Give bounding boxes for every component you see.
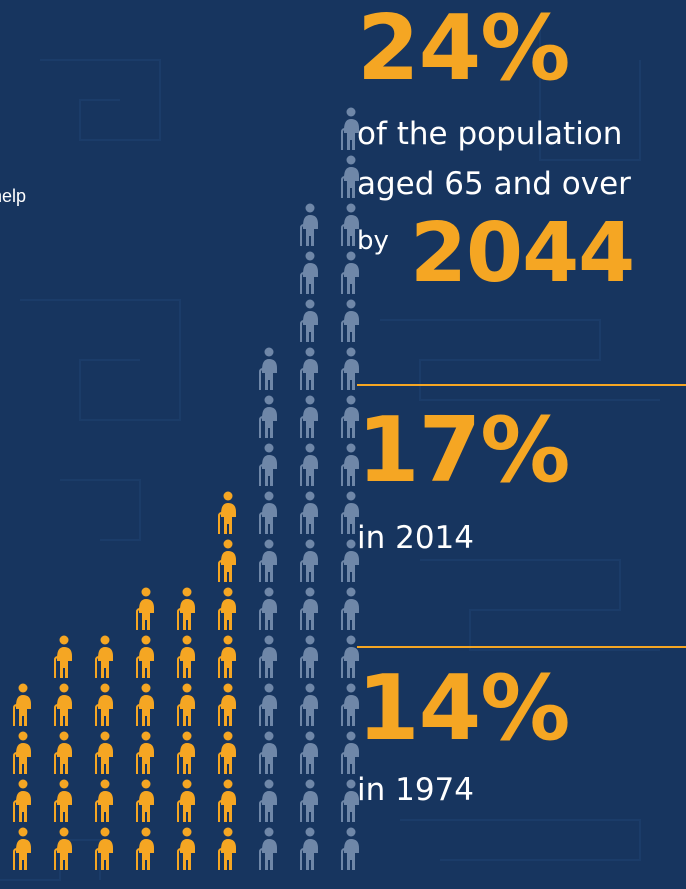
elderly-person-with-cane-icon xyxy=(341,827,359,870)
elderly-person-with-cane-icon xyxy=(259,827,277,870)
main-year: 2044 xyxy=(410,206,635,301)
elderly-person-with-cane-icon xyxy=(300,683,318,726)
elderly-person-with-cane-icon xyxy=(95,683,113,726)
stat-1974-value: 14% xyxy=(357,656,570,761)
elderly-person-with-cane-icon xyxy=(218,539,236,582)
elderly-person-with-cane-icon xyxy=(300,443,318,486)
elderly-person-with-cane-icon xyxy=(341,395,359,438)
elderly-person-with-cane-icon xyxy=(259,683,277,726)
stat-1974-label: in 1974 xyxy=(357,772,475,808)
elderly-person-with-cane-icon xyxy=(300,539,318,582)
main-description-line1: of the population xyxy=(357,116,623,152)
elderly-person-with-cane-icon xyxy=(300,395,318,438)
elderly-person-with-cane-icon xyxy=(218,587,236,630)
elderly-person-with-cane-icon xyxy=(341,107,359,150)
elderly-person-with-cane-icon xyxy=(300,299,318,342)
elderly-person-with-cane-icon xyxy=(300,635,318,678)
elderly-person-with-cane-icon xyxy=(341,539,359,582)
elderly-person-with-cane-icon xyxy=(177,731,195,774)
elderly-person-with-cane-icon xyxy=(300,347,318,390)
elderly-person-with-cane-icon xyxy=(136,683,154,726)
elderly-person-with-cane-icon xyxy=(136,731,154,774)
elderly-person-with-cane-icon xyxy=(341,347,359,390)
elderly-person-with-cane-icon xyxy=(259,443,277,486)
elderly-person-with-cane-icon xyxy=(259,779,277,822)
elderly-person-with-cane-icon xyxy=(300,491,318,534)
elderly-person-with-cane-icon xyxy=(341,299,359,342)
divider-1 xyxy=(357,384,686,386)
elderly-person-with-cane-icon xyxy=(218,683,236,726)
elderly-person-with-cane-icon xyxy=(136,779,154,822)
elderly-person-with-cane-icon xyxy=(218,635,236,678)
elderly-person-with-cane-icon xyxy=(300,251,318,294)
elderly-person-with-cane-icon xyxy=(218,491,236,534)
elderly-person-with-cane-icon xyxy=(177,587,195,630)
elderly-person-with-cane-icon xyxy=(136,827,154,870)
elderly-person-with-cane-icon xyxy=(259,731,277,774)
elderly-person-with-cane-icon xyxy=(218,731,236,774)
elderly-person-with-cane-icon xyxy=(259,395,277,438)
elderly-person-with-cane-icon xyxy=(13,683,31,726)
elderly-person-with-cane-icon xyxy=(177,779,195,822)
elderly-person-with-cane-icon xyxy=(341,251,359,294)
stat-2014-value: 17% xyxy=(357,398,570,503)
elderly-person-with-cane-icon xyxy=(341,443,359,486)
divider-2 xyxy=(357,646,686,648)
elderly-person-with-cane-icon xyxy=(341,491,359,534)
elderly-person-with-cane-icon xyxy=(341,635,359,678)
elderly-person-with-cane-icon xyxy=(259,491,277,534)
elderly-person-with-cane-icon xyxy=(341,587,359,630)
elderly-person-with-cane-icon xyxy=(341,155,359,198)
elderly-person-with-cane-icon xyxy=(95,779,113,822)
elderly-person-with-cane-icon xyxy=(177,683,195,726)
elderly-person-with-cane-icon xyxy=(54,731,72,774)
elderly-person-with-cane-icon xyxy=(13,779,31,822)
main-percentage: 24% xyxy=(357,0,570,101)
elderly-person-with-cane-icon xyxy=(300,203,318,246)
elderly-person-with-cane-icon xyxy=(136,587,154,630)
elderly-person-with-cane-icon xyxy=(341,731,359,774)
elderly-person-with-cane-icon xyxy=(259,347,277,390)
main-description-line2: aged 65 and over xyxy=(357,166,631,202)
elderly-person-with-cane-icon xyxy=(341,779,359,822)
cropped-side-text: help xyxy=(0,186,27,206)
elderly-person-with-cane-icon xyxy=(341,203,359,246)
elderly-person-with-cane-icon xyxy=(95,731,113,774)
elderly-person-with-cane-icon xyxy=(54,827,72,870)
elderly-person-with-cane-icon xyxy=(54,635,72,678)
elderly-person-with-cane-icon xyxy=(341,683,359,726)
elderly-person-with-cane-icon xyxy=(177,827,195,870)
elderly-person-with-cane-icon xyxy=(259,635,277,678)
elderly-person-with-cane-icon xyxy=(300,731,318,774)
elderly-person-with-cane-icon xyxy=(300,587,318,630)
elderly-person-with-cane-icon xyxy=(95,827,113,870)
stat-2014-label: in 2014 xyxy=(357,520,475,556)
elderly-person-with-cane-icon xyxy=(95,635,113,678)
elderly-person-with-cane-icon xyxy=(136,635,154,678)
elderly-person-with-cane-icon xyxy=(259,587,277,630)
elderly-person-with-cane-icon xyxy=(218,827,236,870)
elderly-person-with-cane-icon xyxy=(177,635,195,678)
elderly-person-with-cane-icon xyxy=(13,827,31,870)
main-by-label: by xyxy=(357,226,389,256)
elderly-person-with-cane-icon xyxy=(300,779,318,822)
elderly-person-with-cane-icon xyxy=(54,779,72,822)
elderly-person-with-cane-icon xyxy=(218,779,236,822)
elderly-person-with-cane-icon xyxy=(300,827,318,870)
elderly-person-with-cane-icon xyxy=(54,683,72,726)
elderly-person-with-cane-icon xyxy=(13,731,31,774)
elderly-person-with-cane-icon xyxy=(259,539,277,582)
